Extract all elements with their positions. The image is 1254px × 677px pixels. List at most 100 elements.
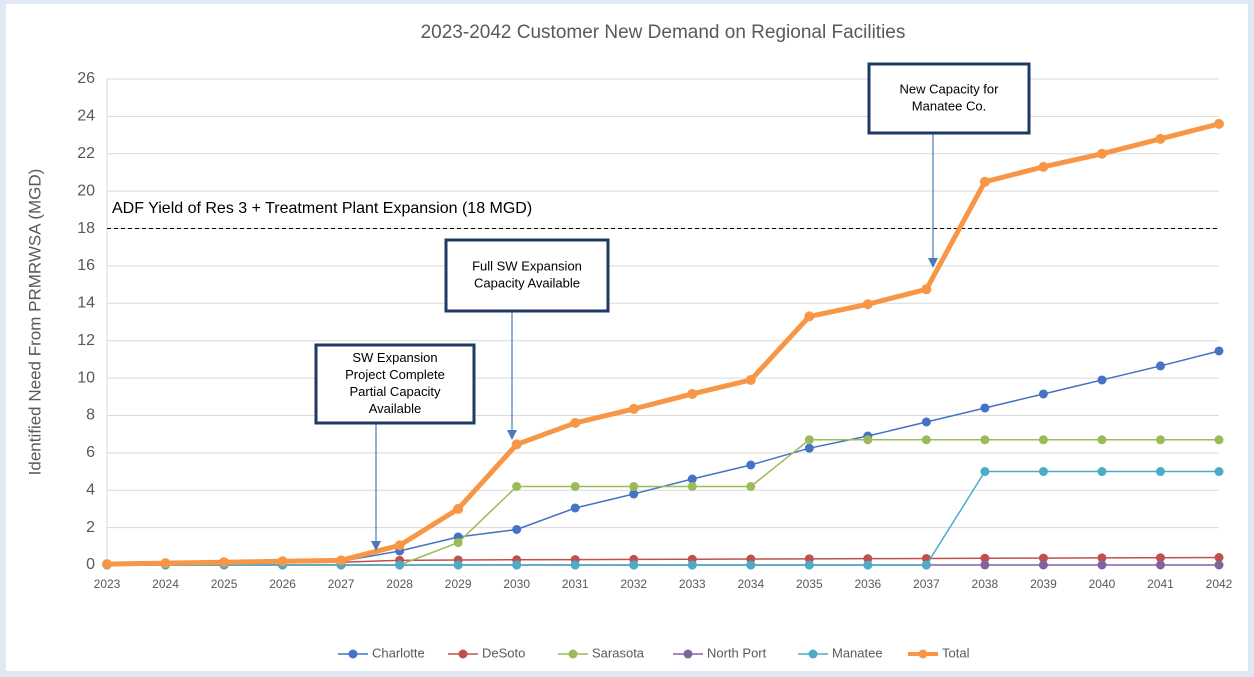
data-point <box>979 176 990 187</box>
y-tick-label: 8 <box>86 407 95 424</box>
data-point <box>628 403 639 414</box>
reference-label: ADF Yield of Res 3 + Treatment Plant Exp… <box>112 200 532 217</box>
x-tick-label: 2029 <box>445 577 472 591</box>
data-point <box>512 481 522 491</box>
data-point <box>160 558 171 569</box>
x-tick-label: 2032 <box>620 577 647 591</box>
x-tick-label: 2028 <box>386 577 413 591</box>
legend-marker <box>808 649 818 659</box>
y-tick-label: 22 <box>77 145 95 162</box>
data-point <box>1214 346 1224 356</box>
data-point <box>1038 467 1048 477</box>
data-point <box>863 435 873 445</box>
annotation-text: Partial Capacity <box>349 384 441 399</box>
data-point <box>980 435 990 445</box>
data-point <box>394 540 405 551</box>
y-tick-label: 4 <box>86 481 95 498</box>
x-tick-label: 2023 <box>94 577 121 591</box>
data-point <box>453 538 463 548</box>
data-point <box>863 554 873 564</box>
y-tick-label: 12 <box>77 332 95 349</box>
data-point <box>1097 560 1107 570</box>
data-point <box>453 503 464 514</box>
annotation-text: Project Complete <box>345 367 445 382</box>
legend-marker <box>568 649 578 659</box>
data-point <box>1155 435 1165 445</box>
y-tick-label: 20 <box>77 182 95 199</box>
data-point <box>219 557 230 568</box>
y-tick-label: 0 <box>86 556 95 573</box>
arrow-head <box>507 430 517 440</box>
data-point <box>1038 560 1048 570</box>
legend-label: Charlotte <box>372 645 425 660</box>
data-point <box>102 559 112 570</box>
y-tick-label: 16 <box>77 257 95 274</box>
data-point <box>1214 467 1224 477</box>
data-point <box>687 481 697 491</box>
x-tick-label: 2041 <box>1147 577 1174 591</box>
x-tick-label: 2025 <box>211 577 238 591</box>
data-point <box>687 560 697 570</box>
data-point <box>1214 553 1224 563</box>
data-point <box>570 417 581 428</box>
arrow-head <box>928 258 938 268</box>
data-point <box>570 481 580 491</box>
y-tick-label: 14 <box>77 295 95 312</box>
data-point <box>1038 435 1048 445</box>
data-point <box>980 403 990 413</box>
data-point <box>570 503 580 513</box>
chart-panel <box>6 4 1248 671</box>
y-tick-label: 10 <box>77 369 95 386</box>
data-point <box>687 388 698 399</box>
legend-marker <box>683 649 693 659</box>
x-tick-label: 2039 <box>1030 577 1057 591</box>
x-tick-label: 2042 <box>1206 577 1233 591</box>
data-point <box>980 467 990 477</box>
data-point <box>804 311 815 322</box>
annotation-text: Full SW Expansion <box>472 258 582 273</box>
data-point <box>395 560 405 570</box>
x-tick-label: 2024 <box>152 577 179 591</box>
data-point <box>512 524 522 534</box>
legend-label: Manatee <box>832 645 883 660</box>
data-point <box>746 460 756 470</box>
legend-label: DeSoto <box>482 645 525 660</box>
data-point <box>1214 560 1224 570</box>
data-point <box>921 435 931 445</box>
data-point <box>804 560 814 570</box>
data-point <box>1155 361 1165 371</box>
annotation-text: New Capacity for <box>900 81 1000 96</box>
annotation-box <box>867 62 1031 135</box>
x-tick-label: 2035 <box>796 577 823 591</box>
data-point <box>921 284 932 295</box>
legend: Charlotte DeSoto Sarasota North Port Manatee… <box>338 645 970 660</box>
data-point <box>804 435 814 445</box>
data-point <box>746 560 756 570</box>
series-line <box>107 470 1219 566</box>
data-point <box>746 481 756 491</box>
data-point <box>629 560 639 570</box>
legend-label: North Port <box>707 645 767 660</box>
legend-label: Sarasota <box>592 645 645 660</box>
x-tick-label: 2038 <box>972 577 999 591</box>
legend-label: Total <box>942 645 970 660</box>
y-tick-label: 24 <box>77 108 95 125</box>
annotation-box <box>314 343 476 425</box>
data-point <box>921 417 931 427</box>
series-line <box>106 121 1220 567</box>
data-point <box>629 481 639 491</box>
data-point <box>1038 553 1048 563</box>
x-tick-label: 2027 <box>328 577 355 591</box>
annotation-text: Available <box>369 401 422 416</box>
legend-marker <box>458 649 468 659</box>
data-point <box>1155 553 1165 563</box>
annotation-text: SW Expansion <box>352 350 437 365</box>
data-point <box>453 560 463 570</box>
data-point <box>980 553 990 563</box>
y-tick-label: 2 <box>86 519 95 536</box>
data-point <box>570 560 580 570</box>
y-tick-label: 26 <box>77 70 95 87</box>
x-tick-label: 2040 <box>1089 577 1116 591</box>
